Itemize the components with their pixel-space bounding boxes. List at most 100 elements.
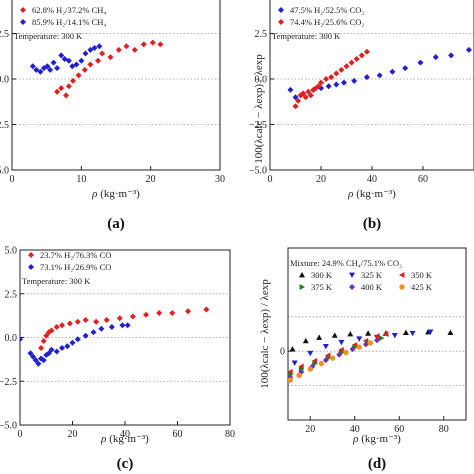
data-point xyxy=(81,66,88,73)
annotation: Temperature: 300 K xyxy=(14,31,83,41)
legend: 62.8% H₂/37.2% CH₄ 85.9% H₂/14.1% CH₄ xyxy=(20,5,106,27)
data-point xyxy=(90,329,97,336)
x-tick-label: 60 xyxy=(418,174,428,185)
data-point xyxy=(427,329,434,335)
data-point xyxy=(379,335,385,342)
data-point xyxy=(374,337,380,344)
data-point xyxy=(363,48,370,55)
y-tick-label: −2.5 xyxy=(0,120,9,131)
data-point xyxy=(63,92,70,99)
y-tick-label: −2.5 xyxy=(0,377,17,388)
data-point xyxy=(78,57,85,64)
data-point xyxy=(40,338,47,344)
data-point xyxy=(288,377,293,383)
x-axis-unit: (kg·m⁻³) xyxy=(353,188,396,200)
chart-panel-b: 2.5 0.0 −2.5 −5.00 20 40 60 ρ (kg·m⁻³) 100(λcalc… xyxy=(249,0,474,232)
data-point xyxy=(185,308,191,315)
data-point xyxy=(123,43,130,50)
data-point xyxy=(48,346,55,353)
data-point xyxy=(54,65,61,72)
x-tick-label: 0 xyxy=(268,174,273,185)
legend-label: 47.5% H₂/52.5% CO₂ xyxy=(290,5,364,15)
data-point xyxy=(298,363,304,370)
data-point xyxy=(362,341,369,348)
y-tick-label: 5.0 xyxy=(5,246,18,257)
data-points xyxy=(29,39,164,99)
legend-label: 300 K xyxy=(311,270,333,280)
data-point xyxy=(338,346,344,353)
x-axis-symbol: ρ xyxy=(347,188,353,200)
data-point xyxy=(329,355,336,361)
data-point xyxy=(29,63,36,70)
data-points xyxy=(288,328,454,383)
data-point xyxy=(91,45,98,52)
data-point xyxy=(140,41,147,48)
x-tick-label: 10 xyxy=(76,174,86,185)
data-point xyxy=(66,320,73,327)
x-tick-label: 60 xyxy=(173,429,183,440)
legend: 23.7% H₂/76.3% CO 73.1% H₂/26.9% CO xyxy=(28,250,111,272)
data-point xyxy=(311,357,318,364)
data-point xyxy=(318,79,324,86)
x-axis-unit: (kg·m⁻³) xyxy=(106,433,149,445)
panel-label: (a) xyxy=(107,216,125,232)
x-axis-label: ρ (kg·m⁻³) xyxy=(100,433,149,445)
x-axis-symbol: ρ xyxy=(352,433,358,445)
data-point xyxy=(358,52,365,59)
data-point xyxy=(432,54,439,61)
y-tick-label: 2.5 xyxy=(5,289,18,300)
data-point xyxy=(333,81,340,88)
data-point xyxy=(291,360,298,366)
data-point xyxy=(315,83,322,90)
data-point xyxy=(35,360,42,367)
data-point xyxy=(328,74,335,81)
legend-marker xyxy=(399,272,405,278)
legend-marker xyxy=(28,264,34,270)
legend-label: 325 K xyxy=(361,270,383,280)
data-point xyxy=(108,324,115,330)
data-point xyxy=(348,59,355,66)
y-tick-label: −2.5 xyxy=(249,120,267,131)
data-point xyxy=(292,103,299,110)
x-tick-label: 40 xyxy=(350,424,360,435)
data-point xyxy=(203,306,210,313)
data-point xyxy=(338,339,345,346)
x-tick-label: 60 xyxy=(394,424,404,435)
data-point xyxy=(129,313,136,320)
legend-label: 375 K xyxy=(311,282,333,292)
x-tick-label: 40 xyxy=(367,174,377,185)
annotation: Temperature: 300 K xyxy=(22,276,91,286)
y-tick-label: 0 xyxy=(280,347,285,358)
data-point xyxy=(73,61,80,68)
data-point xyxy=(93,318,100,325)
data-point xyxy=(20,336,23,343)
x-tick-label: 80 xyxy=(225,429,235,440)
chart-panel-d: 0 20 40 60 80 ρ (kg·m⁻³) 100(λcalc − λexp) / λ… xyxy=(259,247,467,472)
data-point xyxy=(356,336,363,342)
data-point xyxy=(318,360,325,367)
data-point xyxy=(307,92,314,99)
legend-marker xyxy=(299,272,305,278)
x-axis-unit: (kg·m⁻³) xyxy=(97,188,140,200)
data-point xyxy=(302,337,309,344)
data-point xyxy=(363,74,370,81)
data-point xyxy=(98,325,105,332)
data-point xyxy=(351,77,358,84)
data-point xyxy=(115,46,122,53)
data-point xyxy=(99,50,106,57)
data-point xyxy=(448,52,455,59)
data-point xyxy=(44,63,51,70)
data-point xyxy=(96,43,103,50)
data-point xyxy=(382,331,389,337)
data-point xyxy=(417,59,424,66)
x-axis-unit: (kg·m⁻³) xyxy=(358,433,401,445)
data-point xyxy=(143,311,149,318)
data-point xyxy=(292,94,299,101)
chart-panel-c: 5.0 2.5 0.0 −2.5 −5.00 20 40 60 80 ρ (kg·m⁻³) 23.7… xyxy=(0,246,235,473)
legend-marker xyxy=(399,284,405,290)
data-point xyxy=(338,66,345,73)
data-point xyxy=(374,333,380,340)
x-axis-symbol: ρ xyxy=(100,433,106,445)
data-point xyxy=(322,357,329,364)
chart-panel-a: 2.5 0.0 −2.5 −5.00 10 20 30 ρ (kg·m⁻³) 62.8% H₂/… xyxy=(0,0,225,232)
